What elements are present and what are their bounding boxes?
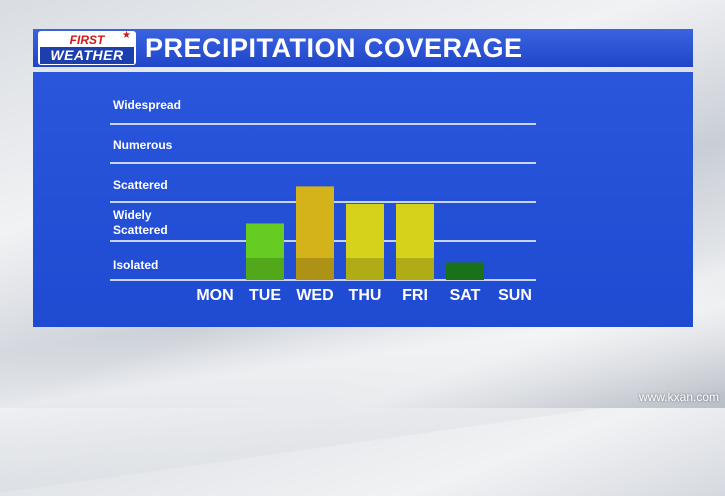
day-label-mon: MON	[196, 287, 233, 304]
level-label: Widely Scattered	[113, 208, 168, 237]
bar-tue	[246, 223, 284, 280]
bar-shade	[396, 258, 434, 280]
bar-shade	[446, 262, 484, 280]
logo-bottom-text: WEATHER	[40, 47, 134, 64]
title-bar	[33, 29, 693, 67]
coverage-chart: Isolated Widely Scattered Scattered Numerous…	[110, 98, 536, 304]
day-label-wed: WED	[296, 287, 333, 304]
bar-sat	[446, 262, 484, 280]
bar-fill	[346, 203, 384, 280]
bar-fill	[396, 203, 434, 280]
bar-thu	[346, 203, 384, 280]
level-label: Scattered	[113, 178, 168, 192]
level-label: Isolated	[113, 258, 158, 272]
bar-fill	[246, 223, 284, 280]
day-label-sat: SAT	[450, 287, 481, 304]
day-label-thu: THU	[349, 287, 382, 304]
star-icon: ★	[122, 30, 131, 41]
day-label-tue: TUE	[249, 287, 281, 304]
bar-fill	[446, 262, 484, 280]
bar-fri	[396, 203, 434, 280]
bar-shade	[246, 258, 284, 280]
day-label-fri: FRI	[402, 287, 428, 304]
bar-wed	[296, 186, 334, 280]
chart-panel: Isolated Widely Scattered Scattered Numerous…	[33, 72, 693, 327]
bar-fill	[296, 186, 334, 280]
bar-shade	[346, 258, 384, 280]
level-label: Numerous	[113, 138, 173, 152]
bar-shade	[296, 258, 334, 280]
day-label-sun: SUN	[498, 287, 532, 304]
watermark: www.kxan.com	[638, 390, 719, 404]
page-title: PRECIPITATION COVERAGE	[145, 33, 523, 63]
level-label: Widespread	[113, 98, 181, 112]
logo-top-text: FIRST WARNING	[58, 33, 116, 62]
